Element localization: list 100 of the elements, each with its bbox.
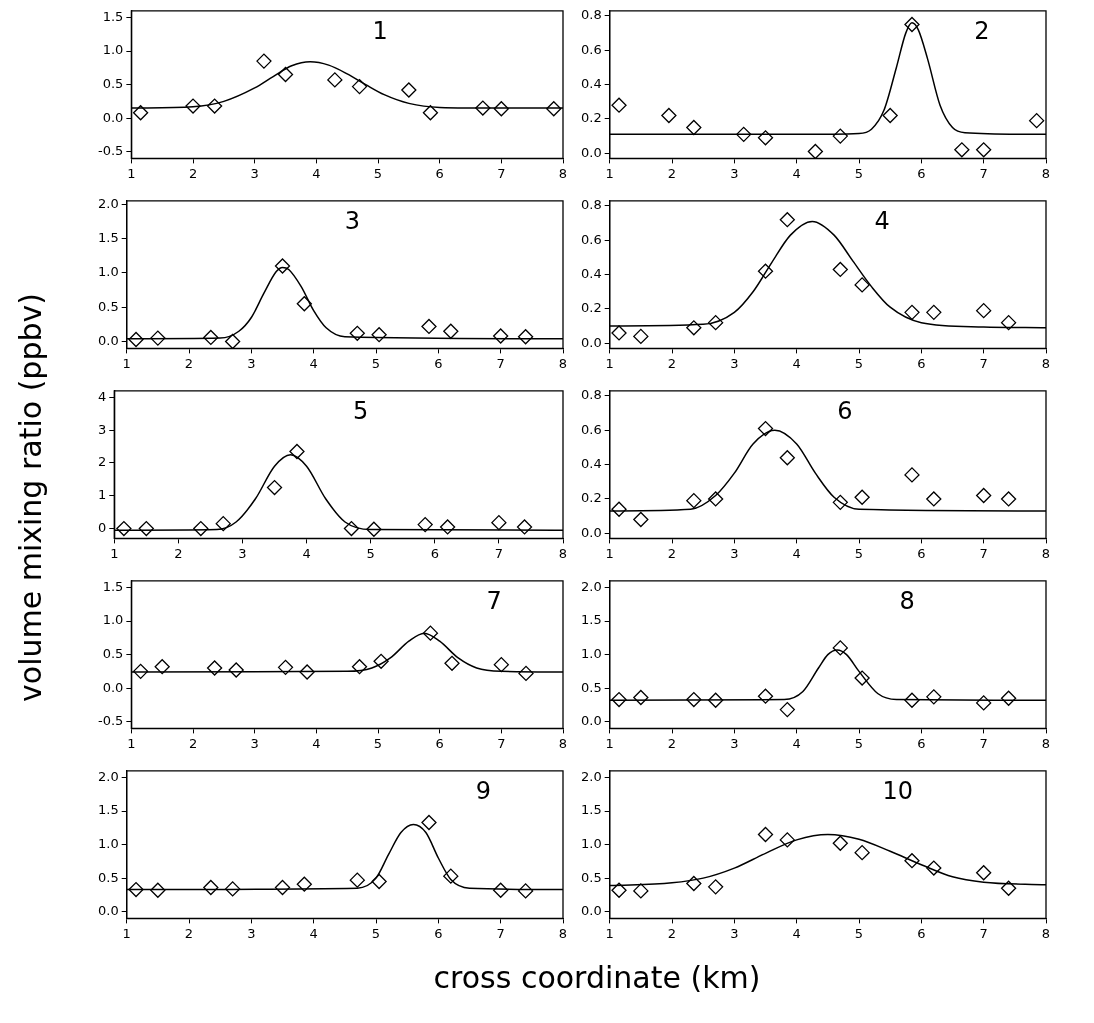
point	[351, 659, 368, 675]
y-tick-label: 0.5	[580, 679, 602, 695]
point	[128, 881, 144, 898]
point	[757, 688, 774, 704]
annotation: 3	[344, 207, 361, 236]
point	[686, 875, 702, 892]
y-tick-label: 0.5	[97, 298, 119, 314]
point	[443, 868, 459, 884]
x-tick-label: 2	[667, 925, 677, 941]
x-tick-label: 6	[917, 545, 926, 561]
point	[757, 263, 774, 279]
point	[633, 883, 649, 899]
x-tick-label: 4	[792, 735, 801, 751]
point	[976, 302, 992, 319]
x-tick-label: 8	[1041, 355, 1051, 371]
x-tick-label: 5	[854, 925, 864, 941]
point	[926, 304, 942, 321]
y-tick-label: 0.0	[102, 679, 124, 695]
point	[633, 511, 649, 528]
y-tick-label: 0.0	[102, 109, 124, 125]
x-tick-label: 4	[312, 735, 321, 751]
point	[349, 325, 365, 341]
x-tick-label: 3	[730, 925, 739, 941]
point	[1029, 112, 1045, 129]
point	[491, 515, 507, 531]
y-tick-label: 0.2	[580, 300, 602, 316]
x-tick-label: 3	[250, 735, 259, 751]
x-tick-label: 3	[730, 165, 739, 181]
y-tick-label: 1.5	[580, 612, 602, 628]
point	[854, 670, 870, 686]
point	[154, 659, 170, 675]
x-tick-label: 4	[792, 925, 801, 941]
x-tick-label: 4	[312, 165, 321, 181]
point	[371, 327, 387, 343]
x-tick-label: 2	[188, 735, 198, 751]
y-tick-label: 0.0	[580, 903, 602, 919]
point	[401, 82, 417, 98]
point	[686, 119, 702, 136]
point	[633, 689, 649, 706]
x-tick-label: 2	[667, 355, 677, 371]
point	[611, 501, 627, 517]
annotation: 1	[372, 17, 388, 46]
point	[926, 491, 942, 507]
x-tick-label: 8	[558, 165, 568, 181]
point	[299, 664, 315, 680]
point	[274, 258, 291, 274]
point	[904, 853, 920, 869]
point	[757, 130, 774, 146]
x-tick-label: 8	[1041, 925, 1051, 941]
point	[203, 879, 219, 896]
x-tick-label: 5	[373, 735, 383, 751]
x-tick-label: 6	[435, 165, 444, 181]
x-tick-label: 7	[979, 735, 988, 751]
x-tick-label: 5	[371, 925, 381, 941]
annotation: 7	[486, 587, 502, 616]
y-tick-label: 0.0	[97, 332, 119, 348]
y-tick-label: 2.0	[97, 195, 119, 211]
point	[138, 520, 154, 537]
point	[203, 329, 219, 346]
x-tick-label: 7	[497, 165, 506, 181]
point	[421, 318, 437, 335]
x-tick-label: 5	[854, 545, 864, 561]
x-tick-label: 5	[854, 735, 864, 751]
y-tick-label: 1.0	[97, 264, 119, 280]
point	[1000, 491, 1017, 507]
point	[546, 101, 562, 117]
point	[954, 142, 970, 158]
point	[277, 659, 294, 675]
x-tick-label: 3	[730, 355, 739, 371]
point	[193, 520, 209, 537]
x-tick-label: 6	[917, 925, 926, 941]
point	[707, 879, 724, 895]
point	[132, 105, 149, 121]
x-tick-label: 7	[494, 545, 504, 561]
point	[351, 78, 368, 95]
y-tick-label: 0.2	[580, 110, 602, 126]
y-tick-label: 2.0	[580, 578, 602, 594]
point	[206, 660, 223, 676]
x-tick-label: 3	[730, 545, 739, 561]
point	[444, 655, 460, 671]
x-tick-label: 4	[792, 165, 801, 181]
x-tick-label: 4	[309, 355, 318, 371]
annotation: 4	[874, 207, 890, 236]
point	[757, 420, 774, 437]
y-tick-label: 0.4	[580, 265, 602, 281]
x-tick-label: 7	[497, 735, 506, 751]
point	[224, 333, 241, 349]
y-tick-label: 1.0	[97, 835, 119, 851]
point	[854, 489, 870, 505]
x-tick-label: 1	[605, 735, 614, 751]
point	[976, 487, 992, 504]
x-tick-label: 6	[434, 355, 443, 371]
x-tick-label: 5	[371, 355, 381, 371]
point	[661, 107, 677, 124]
point	[224, 881, 241, 897]
point	[266, 479, 283, 496]
point	[736, 126, 752, 143]
point	[493, 657, 509, 673]
y-tick-label: 1.5	[97, 802, 119, 818]
point	[854, 277, 870, 293]
